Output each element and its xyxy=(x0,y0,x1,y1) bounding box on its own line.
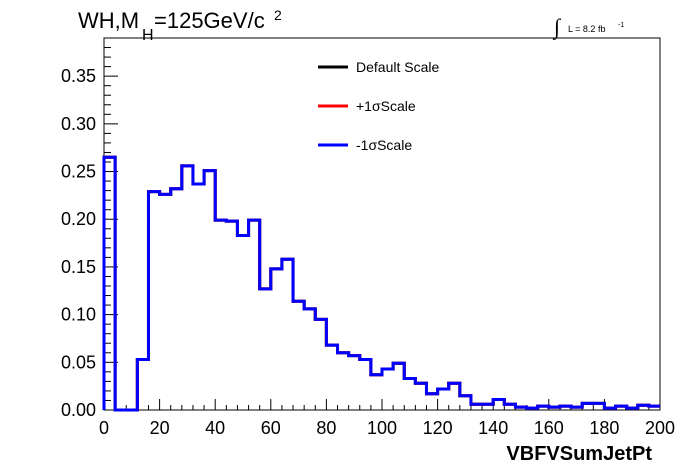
legend: Default Scale +1σScale -1σScale xyxy=(318,59,439,153)
x-tick-label: 120 xyxy=(423,418,453,438)
title-rest: =125GeV/c xyxy=(154,8,265,33)
lumi-label: L = 8.2 fb xyxy=(568,24,605,34)
x-tick-label: 20 xyxy=(150,418,170,438)
y-axis: 0.00 0.05 0.10 0.15 0.20 0.25 0.30 0.35 xyxy=(61,37,118,420)
title-subscript: H xyxy=(142,27,154,44)
legend-label-plus: +1σScale xyxy=(356,98,416,114)
y-tick-label: 0.00 xyxy=(61,400,96,420)
x-tick-label: 160 xyxy=(534,418,564,438)
x-tick-label: 0 xyxy=(99,418,109,438)
y-tick-label: 0.30 xyxy=(61,114,96,134)
title-main: WH,M xyxy=(78,8,139,33)
series-minus-1sigma-scale xyxy=(102,155,660,412)
x-tick-label: 200 xyxy=(645,418,675,438)
y-tick-label: 0.05 xyxy=(61,352,96,372)
y-tick-label: 0.15 xyxy=(61,257,96,277)
x-axis-title: VBFVSumJetPt xyxy=(506,443,652,465)
x-tick-label: 60 xyxy=(261,418,281,438)
x-tick-label: 80 xyxy=(316,418,336,438)
y-tick-label: 0.35 xyxy=(61,66,96,86)
x-tick-label: 100 xyxy=(367,418,397,438)
title-superscript: 2 xyxy=(274,7,282,23)
x-tick-label: 180 xyxy=(589,418,619,438)
x-axis: 0 20 40 60 80 100 120 140 160 180 200 xyxy=(99,399,675,438)
y-tick-label: 0.25 xyxy=(61,162,96,182)
legend-label-minus: -1σScale xyxy=(356,137,412,153)
x-tick-label: 40 xyxy=(205,418,225,438)
lumi-superscript: -1 xyxy=(618,22,624,29)
legend-label-default: Default Scale xyxy=(356,59,439,75)
x-tick-label: 140 xyxy=(478,418,508,438)
lumi-integral-symbol: ∫ xyxy=(552,14,562,40)
y-tick-label: 0.20 xyxy=(61,209,96,229)
series-group xyxy=(102,155,660,412)
y-tick-label: 0.10 xyxy=(61,305,96,325)
